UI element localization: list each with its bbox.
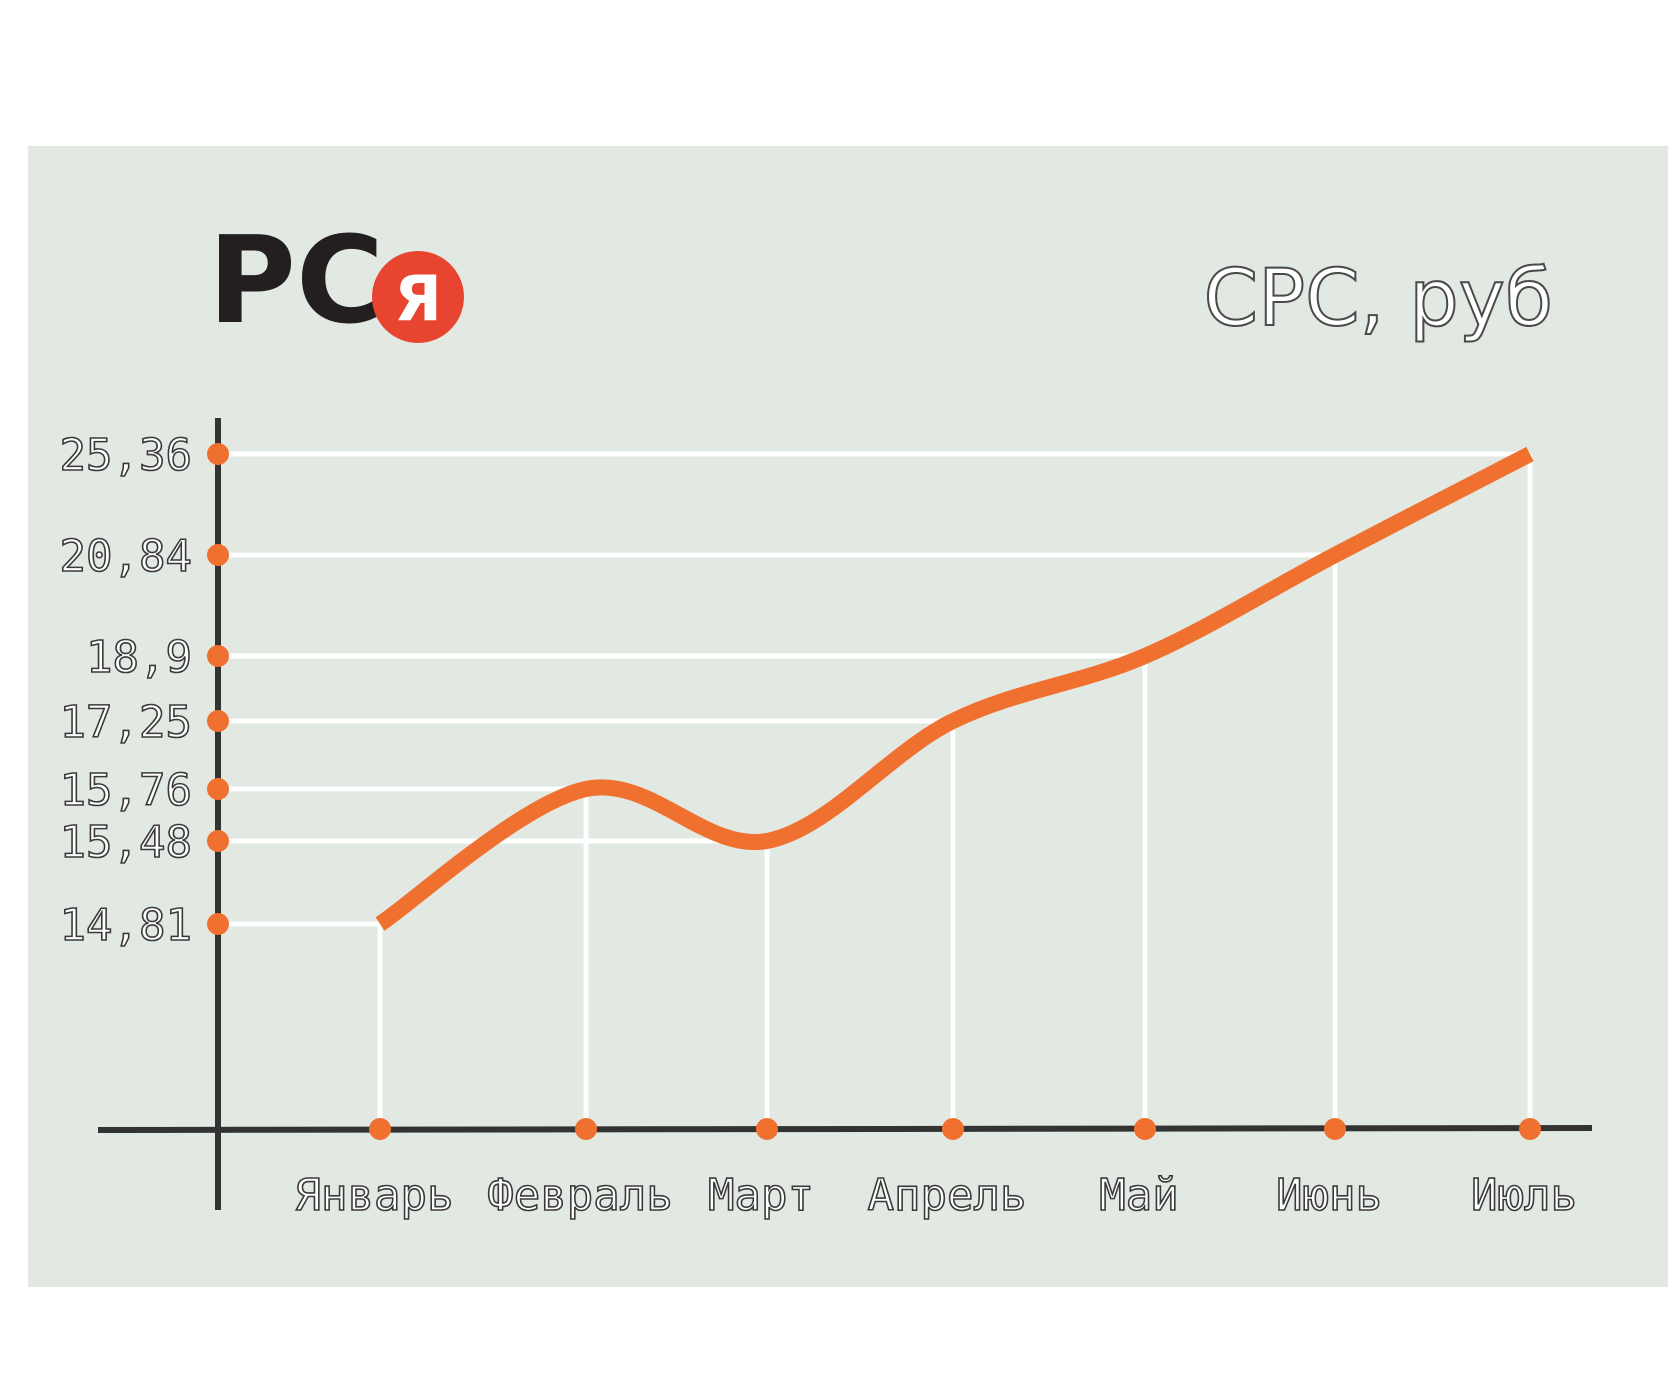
data-series <box>375 446 1534 931</box>
x-tick-label: Февраль <box>487 1170 672 1221</box>
data-point <box>1527 451 1533 457</box>
y-axis-marker <box>207 778 229 800</box>
y-tick-label: 18,9 <box>86 632 192 683</box>
rsya-logo: РС Я <box>208 212 464 351</box>
x-tick-label: Апрель <box>868 1170 1027 1221</box>
x-axis-marker <box>1519 1118 1541 1140</box>
y-axis-marker <box>207 443 229 465</box>
x-axis <box>97 1125 1593 1133</box>
x-tick-label: Январь <box>295 1170 454 1221</box>
series-line <box>375 446 1534 931</box>
y-tick-label: 25,36 <box>60 430 192 481</box>
x-axis-marker <box>1134 1118 1156 1140</box>
y-tick-label: 14,81 <box>60 900 192 951</box>
x-tick-label: Июль <box>1471 1170 1577 1221</box>
y-axis-marker <box>207 544 229 566</box>
axis-markers <box>207 443 1541 1140</box>
data-point <box>377 921 383 927</box>
data-point <box>583 786 589 792</box>
data-point <box>1142 653 1148 659</box>
x-tick-label: Май <box>1099 1170 1178 1221</box>
yandex-badge-icon <box>372 251 464 343</box>
x-axis-marker <box>575 1118 597 1140</box>
data-point <box>950 718 956 724</box>
chart-title: CPC, руб <box>1204 254 1553 344</box>
x-axis-marker <box>1324 1118 1346 1140</box>
data-point <box>1332 552 1338 558</box>
x-tick-label: Март <box>708 1170 814 1221</box>
x-tick-label: Июнь <box>1276 1170 1382 1221</box>
logo-badge-letter: Я <box>394 262 442 335</box>
x-axis-marker <box>942 1118 964 1140</box>
chart-panel <box>28 146 1668 1287</box>
y-tick-label: 20,84 <box>60 531 192 582</box>
x-axis-marker <box>756 1118 778 1140</box>
data-point <box>764 838 770 844</box>
y-axis-marker <box>207 645 229 667</box>
y-axis-marker <box>207 913 229 935</box>
x-axis-marker <box>369 1118 391 1140</box>
y-axis-marker <box>207 710 229 732</box>
grid-lines <box>218 451 1533 1127</box>
y-tick-label: 15,48 <box>60 817 192 868</box>
logo-text: РС <box>208 212 384 351</box>
y-axis-marker <box>207 830 229 852</box>
y-tick-label: 17,25 <box>60 697 192 748</box>
y-tick-label: 15,76 <box>60 765 192 816</box>
